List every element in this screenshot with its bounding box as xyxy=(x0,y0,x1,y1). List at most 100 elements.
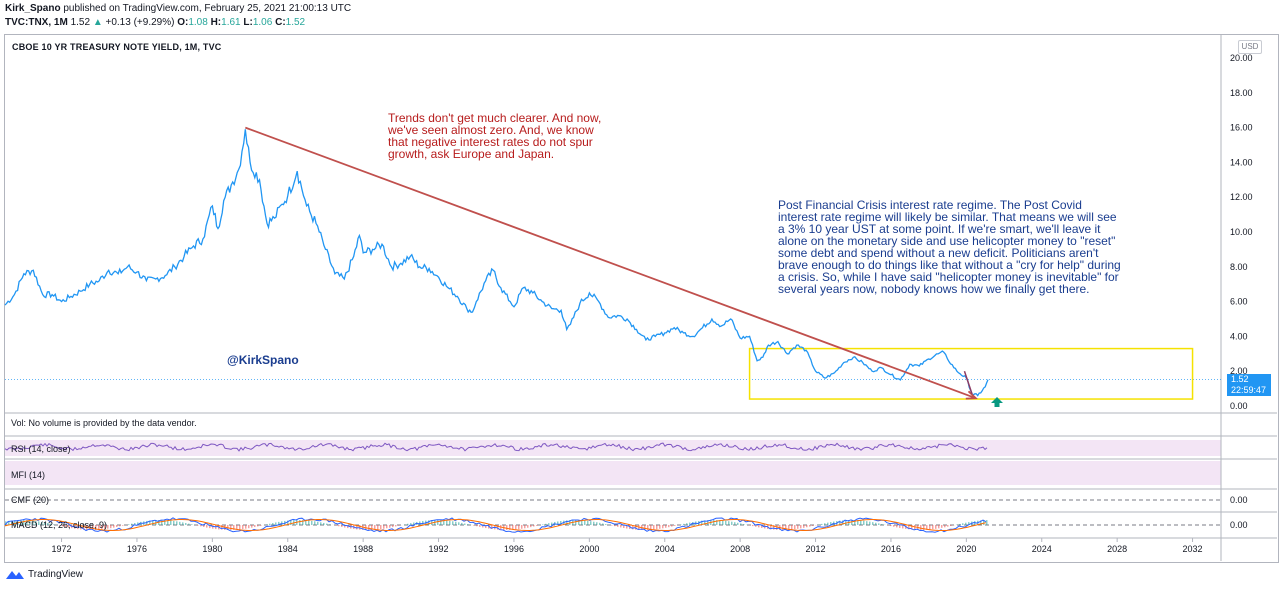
macd-histogram-bar xyxy=(452,521,454,525)
macd-histogram-bar xyxy=(863,520,865,525)
macd-histogram-bar xyxy=(338,525,340,527)
macd-histogram-bar xyxy=(674,525,676,526)
macd-histogram-bar xyxy=(122,525,124,526)
macd-histogram-bar xyxy=(701,520,703,525)
macd-histogram-bar xyxy=(899,525,901,528)
x-tick-label: 1988 xyxy=(353,544,373,554)
open-label: O: xyxy=(177,17,189,28)
macd-histogram-bar xyxy=(512,525,514,530)
macd-histogram-bar xyxy=(617,525,619,527)
macd-histogram-bar xyxy=(860,520,862,525)
macd-histogram-bar xyxy=(323,522,325,525)
macd-label[interactable]: MACD (12, 26, close, 9) xyxy=(11,520,108,530)
macd-histogram-bar xyxy=(794,525,796,530)
macd-histogram-bar xyxy=(185,522,187,525)
macd-histogram-bar xyxy=(644,525,646,530)
macd-histogram-bar xyxy=(476,525,478,527)
x-tick-label: 2020 xyxy=(956,544,976,554)
publish-line: Kirk_Spano published on TradingView.com,… xyxy=(5,3,351,14)
macd-histogram-bar xyxy=(59,525,61,526)
macd-histogram-bar xyxy=(197,525,199,526)
macd-histogram-bar xyxy=(980,520,982,525)
macd-histogram-bar xyxy=(200,525,202,527)
macd-histogram-bar xyxy=(770,525,772,530)
macd-histogram-bar xyxy=(785,525,787,530)
macd-histogram-bar xyxy=(440,520,442,525)
mfi-label[interactable]: MFI (14) xyxy=(11,470,46,480)
macd-histogram-bar xyxy=(851,520,853,525)
macd-histogram-bar xyxy=(908,525,910,530)
macd-histogram-bar xyxy=(824,523,826,525)
author-handle: @KirkSpano xyxy=(227,353,299,367)
macd-histogram-bar xyxy=(410,523,412,525)
y-tick-label: 12.00 xyxy=(1230,192,1253,202)
macd-histogram-bar xyxy=(914,525,916,530)
macd-histogram-bar xyxy=(41,521,43,525)
macd-histogram-bar xyxy=(830,522,832,525)
macd-histogram-bar xyxy=(437,520,439,525)
rsi-label[interactable]: RSI (14, close) xyxy=(11,444,71,454)
macd-histogram-bar xyxy=(632,525,634,530)
open-value: 1.08 xyxy=(188,17,208,28)
macd-histogram-bar xyxy=(404,524,406,525)
macd-histogram-bar xyxy=(473,525,475,526)
macd-histogram-bar xyxy=(557,521,559,525)
macd-histogram-bar xyxy=(383,525,385,529)
macd-histogram-bar xyxy=(8,520,10,525)
currency-button[interactable]: USD xyxy=(1238,40,1262,54)
macd-histogram-bar xyxy=(239,525,241,530)
macd-histogram-bar xyxy=(656,525,658,530)
cmf-label[interactable]: CMF (20) xyxy=(11,495,49,505)
macd-histogram-bar xyxy=(509,525,511,530)
macd-histogram-bar xyxy=(29,520,31,525)
macd-histogram-bar xyxy=(668,525,670,528)
x-tick-label: 2004 xyxy=(655,544,675,554)
macd-histogram-bar xyxy=(281,521,283,525)
macd-histogram-bar xyxy=(209,525,211,529)
macd-histogram-bar xyxy=(173,520,175,525)
macd-signal-line xyxy=(4,519,987,531)
cmf-zero-label: 0.00 xyxy=(1230,495,1248,505)
macd-histogram-bar xyxy=(599,522,601,525)
macd-histogram-bar xyxy=(275,522,277,525)
macd-histogram-bar xyxy=(911,525,913,530)
x-tick-label: 2016 xyxy=(881,544,901,554)
macd-histogram-bar xyxy=(725,520,727,525)
macd-histogram-bar xyxy=(455,521,457,525)
macd-histogram-bar xyxy=(317,521,319,525)
macd-histogram-bar xyxy=(827,522,829,525)
macd-histogram-bar xyxy=(761,525,763,528)
macd-histogram-bar xyxy=(620,525,622,528)
macd-histogram-bar xyxy=(845,520,847,525)
author-name[interactable]: Kirk_Spano xyxy=(5,3,61,14)
tradingview-brand: TradingView xyxy=(28,568,84,580)
macd-histogram-bar xyxy=(986,520,988,525)
x-tick-label: 2012 xyxy=(806,544,826,554)
macd-histogram-bar xyxy=(932,525,934,530)
macd-histogram-bar xyxy=(68,525,70,528)
macd-histogram-bar xyxy=(584,520,586,525)
macd-histogram-bar xyxy=(626,525,628,529)
macd-histogram-bar xyxy=(278,521,280,525)
macd-histogram-bar xyxy=(446,520,448,525)
x-tick-label: 1976 xyxy=(127,544,147,554)
tradingview-logo[interactable]: TradingView xyxy=(5,568,83,580)
macd-histogram-bar xyxy=(413,522,415,525)
y-tick-label: 4.00 xyxy=(1230,331,1248,341)
macd-histogram-bar xyxy=(188,523,190,525)
macd-histogram-bar xyxy=(662,525,664,529)
high-value: 1.61 xyxy=(221,17,241,28)
macd-histogram-bar xyxy=(272,523,274,525)
macd-histogram-bar xyxy=(134,523,136,525)
close-value: 1.52 xyxy=(285,17,306,28)
macd-histogram-bar xyxy=(773,525,775,530)
macd-histogram-bar xyxy=(164,520,166,525)
macd-histogram-bar xyxy=(35,520,37,525)
macd-histogram-bar xyxy=(491,525,493,529)
macd-histogram-bar xyxy=(647,525,649,530)
rsi-band xyxy=(5,440,1221,456)
low-value: 1.06 xyxy=(252,17,273,28)
low-label: L: xyxy=(243,17,253,28)
macd-histogram-bar xyxy=(902,525,904,529)
